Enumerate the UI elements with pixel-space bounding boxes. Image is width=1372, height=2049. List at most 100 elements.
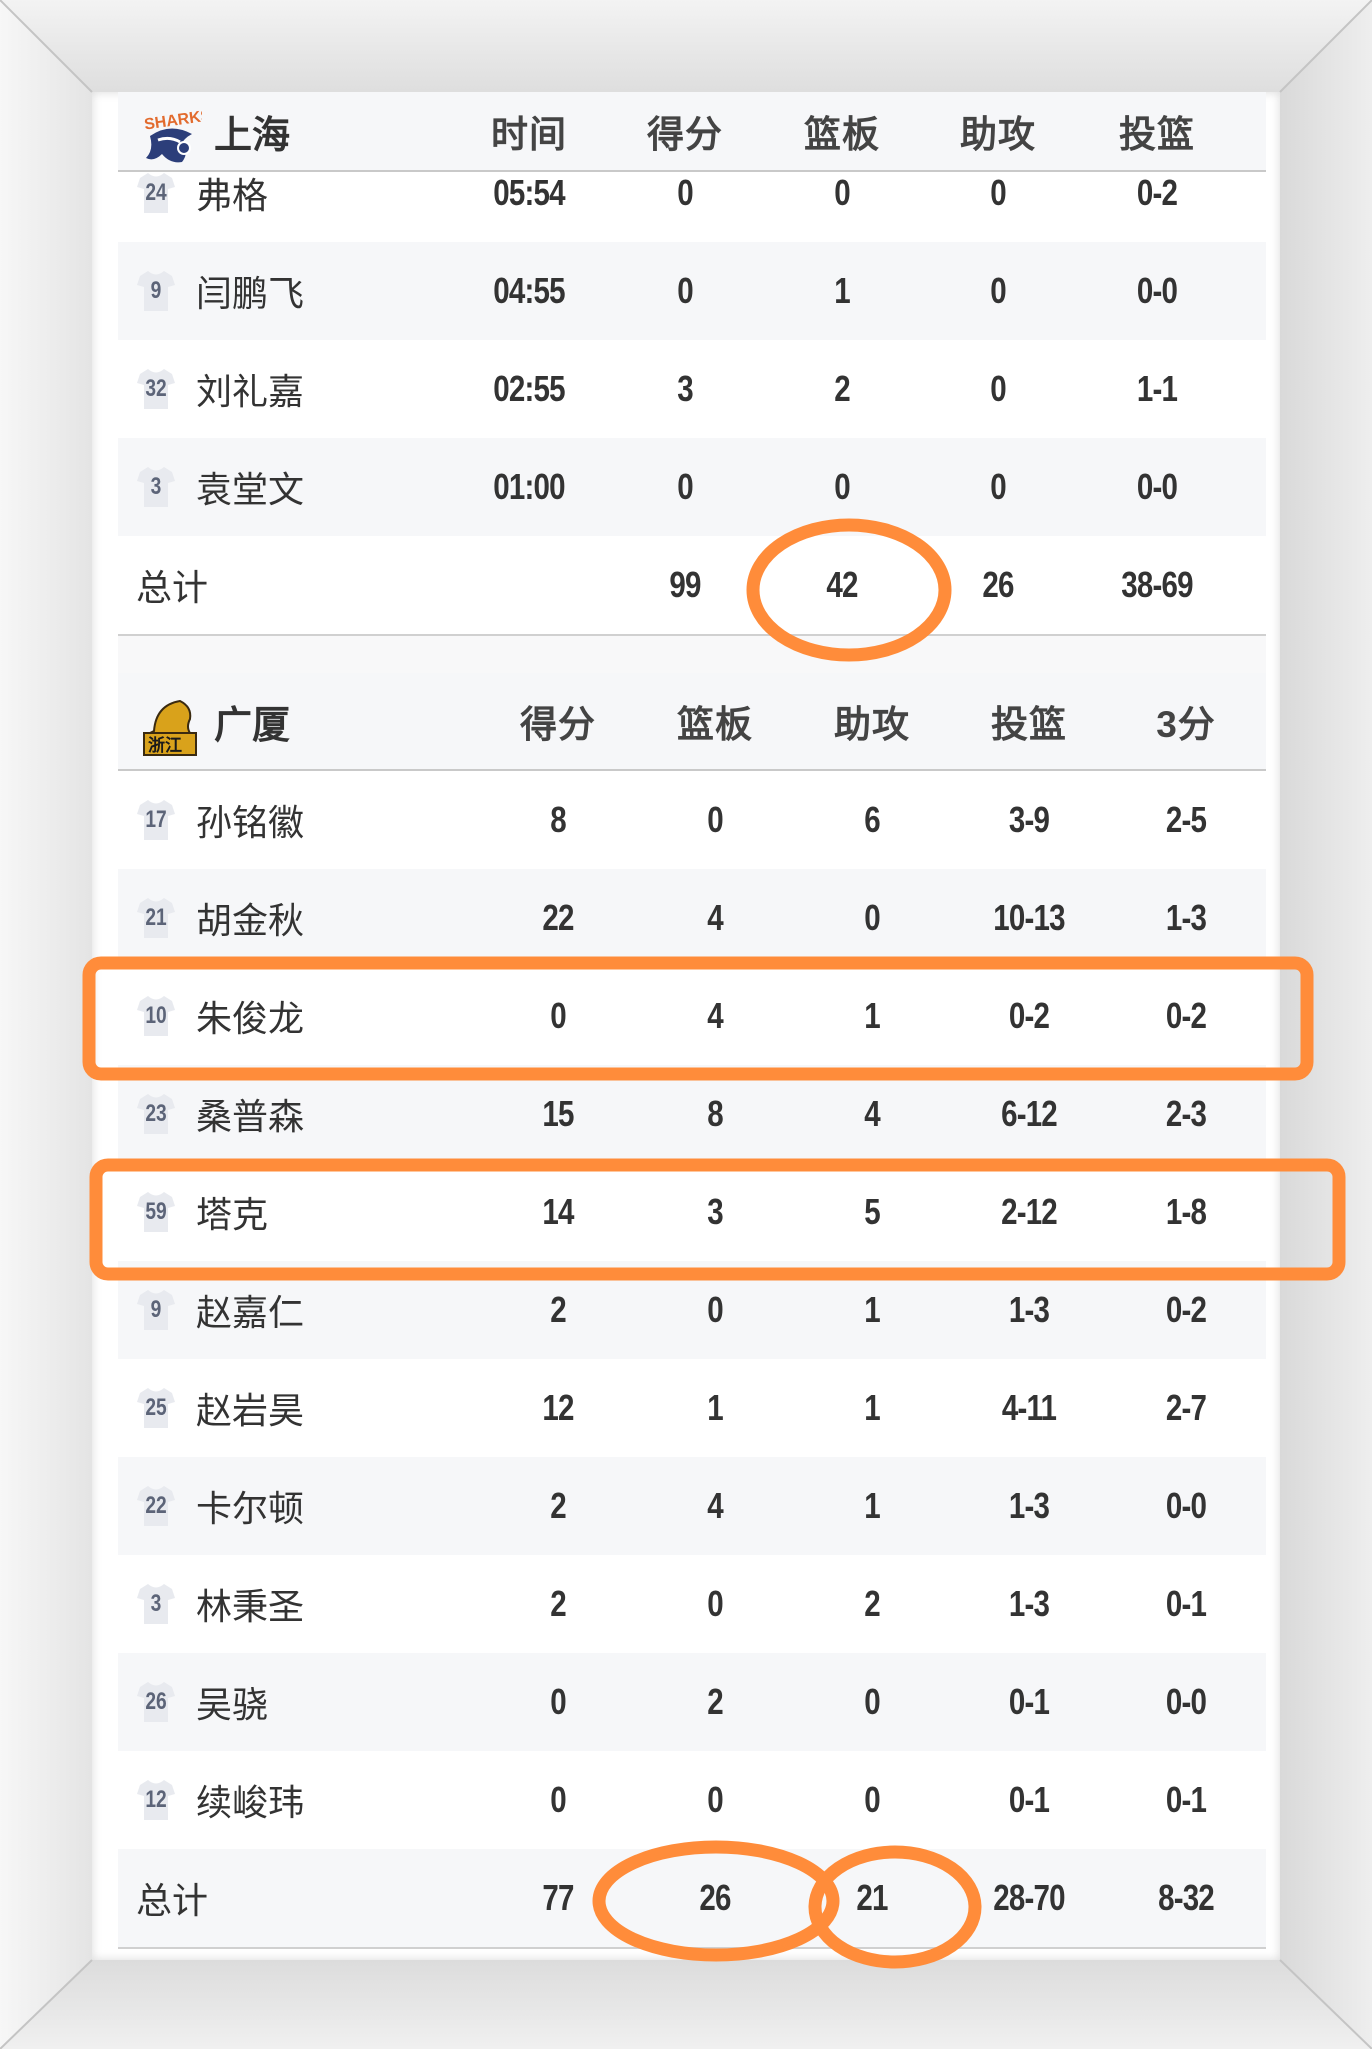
column-header[interactable]: 时间 bbox=[491, 114, 567, 155]
player-name[interactable]: 吴骁 bbox=[196, 1684, 269, 1725]
player-name[interactable]: 赵嘉仁 bbox=[196, 1292, 305, 1333]
player-row[interactable]: 24 弗格 05:54 0 0 0 0-2 bbox=[118, 172, 1266, 242]
player-name[interactable]: 弗格 bbox=[196, 175, 269, 216]
stat-3: 1-3 bbox=[1008, 1583, 1050, 1624]
player-row[interactable]: 21 胡金秋 22 4 0 10-13 1-3 bbox=[118, 869, 1266, 967]
stat-1: 0 bbox=[677, 270, 693, 311]
stat-2: 1 bbox=[864, 1485, 880, 1526]
total-label: 总计 bbox=[136, 1880, 209, 1921]
team-header-row: 浙江 广厦 得分 篮板 助攻 投篮 3分 bbox=[118, 673, 1266, 771]
stat-4: 2-5 bbox=[1165, 799, 1207, 840]
total-stat-1: 26 bbox=[699, 1877, 731, 1918]
total-stat-2: 42 bbox=[826, 564, 858, 605]
player-name[interactable]: 塔克 bbox=[196, 1194, 269, 1235]
jersey-number: 12 bbox=[145, 1786, 167, 1813]
jersey-number: 26 bbox=[145, 1688, 167, 1715]
player-row[interactable]: 23 桑普森 15 8 4 6-12 2-3 bbox=[118, 1065, 1266, 1163]
player-name[interactable]: 朱俊龙 bbox=[196, 998, 305, 1039]
column-header[interactable]: 3分 bbox=[1156, 704, 1216, 745]
stat-4: 1-3 bbox=[1165, 897, 1207, 938]
stat-0: 8 bbox=[550, 799, 566, 840]
stat-0: 01:00 bbox=[493, 466, 565, 507]
column-header[interactable]: 篮板 bbox=[804, 114, 880, 155]
stat-4: 1-8 bbox=[1165, 1191, 1207, 1232]
column-header[interactable]: 助攻 bbox=[960, 114, 1036, 155]
stat-0: 12 bbox=[542, 1387, 574, 1428]
jersey-number: 10 bbox=[145, 1002, 167, 1029]
stat-0: 0 bbox=[550, 1681, 566, 1722]
player-name[interactable]: 卡尔顿 bbox=[196, 1488, 305, 1529]
jersey-number-icon: 3 bbox=[136, 1582, 176, 1626]
player-row[interactable]: 12 续峻玮 0 0 0 0-1 0-1 bbox=[118, 1751, 1266, 1849]
player-row[interactable]: 3 袁堂文 01:00 0 0 0 0-0 bbox=[118, 438, 1266, 536]
stat-4: 2-3 bbox=[1165, 1093, 1207, 1134]
jersey-number-icon: 25 bbox=[136, 1386, 176, 1430]
player-name[interactable]: 桑普森 bbox=[196, 1096, 305, 1137]
player-name[interactable]: 刘礼嘉 bbox=[196, 371, 305, 412]
section-divider bbox=[118, 636, 1266, 673]
player-row[interactable]: 17 孙铭徽 8 0 6 3-9 2-5 bbox=[118, 771, 1266, 869]
player-name[interactable]: 续峻玮 bbox=[196, 1782, 305, 1823]
column-header[interactable]: 得分 bbox=[647, 114, 723, 155]
stat-2: 4 bbox=[864, 1093, 880, 1134]
jersey-number-icon: 9 bbox=[136, 269, 176, 313]
stat-2: 1 bbox=[864, 1387, 880, 1428]
player-name[interactable]: 赵岩昊 bbox=[196, 1390, 305, 1431]
stat-2: 1 bbox=[864, 995, 880, 1036]
jersey-number-icon: 17 bbox=[136, 798, 176, 842]
jersey-number-icon: 3 bbox=[136, 465, 176, 509]
player-row[interactable]: 32 刘礼嘉 02:55 3 2 0 1-1 bbox=[118, 340, 1266, 438]
player-row[interactable]: 22 卡尔顿 2 4 1 1-3 0-0 bbox=[118, 1457, 1266, 1555]
svg-text:浙江: 浙江 bbox=[148, 735, 182, 756]
stat-4: 0-0 bbox=[1136, 270, 1178, 311]
stat-0: 2 bbox=[550, 1583, 566, 1624]
stat-3: 0-2 bbox=[1008, 995, 1050, 1036]
stat-2: 2 bbox=[864, 1583, 880, 1624]
sharks-logo: SHARKS bbox=[140, 106, 213, 168]
boxscore-table: SHARKS 上海 时间 得分 篮板 助攻 投篮 24 弗格 05:54 0 0 0 0-2 9 闫鹏飞 04:… bbox=[118, 0, 1266, 2049]
stat-2: 0 bbox=[834, 172, 850, 213]
stat-3: 0 bbox=[990, 172, 1006, 213]
jersey-number-icon: 12 bbox=[136, 1778, 176, 1822]
total-stat-2: 21 bbox=[856, 1877, 888, 1918]
stat-3: 0 bbox=[990, 368, 1006, 409]
jersey-number: 32 bbox=[145, 375, 167, 402]
player-row[interactable]: 9 闫鹏飞 04:55 0 1 0 0-0 bbox=[118, 242, 1266, 340]
stat-4: 0-2 bbox=[1165, 995, 1207, 1036]
player-name[interactable]: 胡金秋 bbox=[196, 900, 305, 941]
player-name[interactable]: 孙铭徽 bbox=[196, 802, 305, 843]
player-name[interactable]: 袁堂文 bbox=[196, 469, 305, 510]
jersey-number-icon: 9 bbox=[136, 1288, 176, 1332]
player-row[interactable]: 26 吴骁 0 2 0 0-1 0-0 bbox=[118, 1653, 1266, 1751]
column-header[interactable]: 投篮 bbox=[991, 704, 1067, 745]
player-row[interactable]: 59 塔克 14 3 5 2-12 1-8 bbox=[118, 1163, 1266, 1261]
stat-1: 8 bbox=[707, 1093, 723, 1134]
stat-1: 4 bbox=[707, 897, 723, 938]
player-row[interactable]: 9 赵嘉仁 2 0 1 1-3 0-2 bbox=[118, 1261, 1266, 1359]
stat-2: 1 bbox=[834, 270, 850, 311]
stat-0: 0 bbox=[550, 1779, 566, 1820]
stat-4: 0-2 bbox=[1165, 1289, 1207, 1330]
column-header[interactable]: 得分 bbox=[520, 704, 596, 745]
player-row[interactable]: 10 朱俊龙 0 4 1 0-2 0-2 bbox=[118, 967, 1266, 1065]
player-row[interactable]: 3 林秉圣 2 0 2 1-3 0-1 bbox=[118, 1555, 1266, 1653]
stat-3: 0-1 bbox=[1008, 1681, 1050, 1722]
stat-3: 10-13 bbox=[993, 897, 1065, 938]
stat-4: 0-1 bbox=[1165, 1583, 1207, 1624]
column-header[interactable]: 助攻 bbox=[834, 704, 910, 745]
player-name[interactable]: 闫鹏飞 bbox=[196, 273, 305, 314]
stat-1: 0 bbox=[677, 466, 693, 507]
team-name: 上海 bbox=[214, 114, 291, 157]
column-header[interactable]: 篮板 bbox=[677, 704, 753, 745]
total-stat-3: 28-70 bbox=[993, 1877, 1065, 1918]
column-header[interactable]: 投篮 bbox=[1119, 114, 1195, 155]
player-row[interactable]: 25 赵岩昊 12 1 1 4-11 2-7 bbox=[118, 1359, 1266, 1457]
stat-1: 3 bbox=[677, 368, 693, 409]
stat-4: 2-7 bbox=[1165, 1387, 1207, 1428]
total-stat-1: 99 bbox=[669, 564, 701, 605]
player-name[interactable]: 林秉圣 bbox=[196, 1586, 305, 1627]
stat-3: 0 bbox=[990, 270, 1006, 311]
jersey-number: 21 bbox=[145, 904, 167, 931]
stat-1: 1 bbox=[707, 1387, 723, 1428]
